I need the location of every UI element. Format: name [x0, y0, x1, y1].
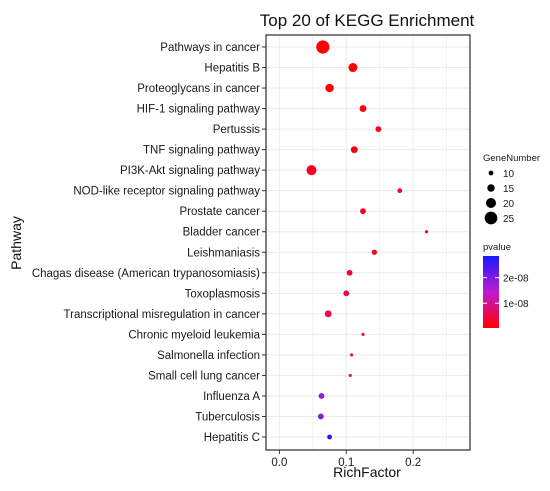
data-point: [324, 310, 332, 318]
x-tick-label: 0.2: [405, 457, 421, 469]
size-legend-title: GeneNumber: [483, 153, 540, 164]
pathway-label: Proteoglycans in cancer: [137, 83, 260, 95]
pathway-label: Influenza A: [203, 391, 260, 403]
data-point: [350, 353, 354, 357]
gene-number-legend: GeneNumber 10 15 20 25: [483, 153, 540, 225]
data-point: [350, 146, 358, 154]
data-point: [371, 249, 378, 255]
grid-lines: [266, 35, 470, 450]
pathway-label: Tuberculosis: [195, 411, 260, 423]
size-legend-label: 25: [503, 214, 515, 225]
data-point: [361, 332, 365, 336]
pathway-label: Chronic myeloid leukemia: [128, 329, 260, 341]
pathway-label: Transcriptional misregulation in cancer: [64, 309, 261, 321]
data-point: [325, 83, 334, 93]
y-axis-title: Pathway: [8, 216, 24, 270]
x-axis-ticks: 0.0 0.1 0.2: [271, 450, 421, 469]
data-points: [306, 40, 429, 440]
chart-title: Top 20 of KEGG Enrichment: [260, 11, 475, 30]
x-axis-title: RichFactor: [333, 464, 401, 480]
data-point: [327, 434, 332, 440]
pathway-label: Hepatitis C: [204, 432, 260, 444]
data-point: [360, 208, 366, 215]
x-tick-label: 0.1: [338, 457, 354, 469]
pathway-label: Pertussis: [213, 124, 261, 136]
size-legend-label: 15: [503, 184, 515, 195]
colorbar-tick-label: 2e-08: [503, 274, 529, 285]
pathway-label: Hepatitis B: [204, 63, 260, 75]
size-legend-label: 10: [503, 169, 515, 180]
panel-border: [265, 34, 471, 451]
pathway-label: PI3K-Akt signaling pathway: [120, 165, 260, 177]
data-point: [317, 413, 324, 420]
pathway-label: Prostate cancer: [179, 206, 260, 218]
pathway-label: Chagas disease (American trypanosomiasis…: [32, 268, 260, 280]
data-point: [346, 269, 353, 276]
pvalue-colorbar: [483, 256, 499, 328]
data-point: [348, 63, 358, 73]
x-tick-label: 0.0: [271, 457, 287, 469]
pvalue-legend: pvalue 1e-08 2e-08: [483, 242, 529, 328]
size-legend-dot: [488, 170, 494, 176]
data-point: [375, 126, 382, 133]
color-legend-title: pvalue: [483, 242, 511, 253]
data-point: [348, 373, 352, 378]
pathway-label: TNF signaling pathway: [143, 145, 260, 157]
pathway-label: Toxoplasmosis: [185, 288, 261, 300]
pathway-label: Salmonella infection: [157, 350, 260, 362]
data-point: [306, 165, 317, 176]
data-point: [343, 290, 350, 297]
size-legend-dot: [485, 197, 497, 209]
pathway-label: Small cell lung cancer: [148, 370, 260, 382]
data-point: [424, 230, 429, 234]
pathway-label: Bladder cancer: [183, 227, 261, 239]
pathway-label: Leishmaniasis: [187, 247, 260, 259]
size-legend-dot: [487, 184, 495, 192]
size-legend-label: 20: [503, 199, 515, 210]
data-point: [316, 40, 330, 54]
pathway-label: Pathways in cancer: [160, 42, 260, 54]
colorbar-tick-label: 1e-08: [503, 299, 529, 310]
pathway-label: NOD-like receptor signaling pathway: [73, 186, 260, 198]
data-point: [397, 188, 403, 194]
pathway-label: HIF-1 signaling pathway: [137, 104, 261, 116]
data-point: [318, 393, 325, 399]
size-legend-dot: [484, 211, 498, 225]
data-point: [359, 105, 367, 113]
pathway-labels: Pathways in cancer Hepatitis B Proteoglyca…: [32, 42, 266, 444]
